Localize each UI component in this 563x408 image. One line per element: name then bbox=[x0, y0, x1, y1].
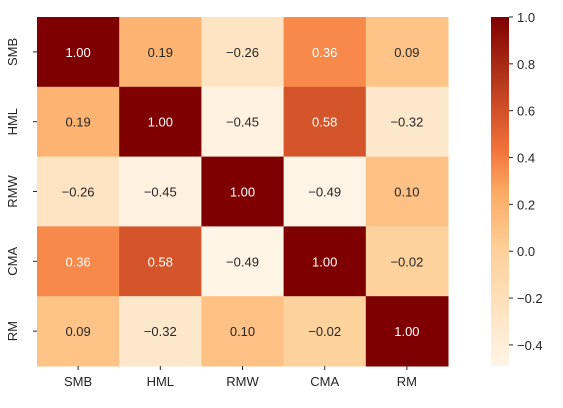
cell-label: 0.10 bbox=[230, 324, 255, 339]
x-tick-label: SMB bbox=[64, 374, 92, 389]
y-tick-label: RM bbox=[5, 321, 20, 341]
cell-label: 0.36 bbox=[65, 254, 90, 269]
cell-label: 1.00 bbox=[65, 45, 90, 60]
colorbar: 1.0 0.8 0.6 0.4 0.2 0.0 −0.2 −0.4 bbox=[491, 10, 543, 366]
heatmap-cell bbox=[201, 296, 285, 367]
cell-label: 0.09 bbox=[65, 324, 90, 339]
heatmap-cell bbox=[365, 296, 449, 367]
heatmap-cell bbox=[201, 17, 285, 88]
heatmap-cell bbox=[283, 17, 367, 88]
heatmap-cells bbox=[37, 17, 449, 367]
cell-label: 0.19 bbox=[148, 45, 173, 60]
heatmap-cell bbox=[119, 86, 202, 158]
heatmap-cell bbox=[37, 17, 120, 88]
x-axis-ticks: SMB HML RMW CMA RM bbox=[64, 366, 417, 389]
cell-label: −0.45 bbox=[144, 185, 177, 200]
cell-label: 1.00 bbox=[148, 115, 173, 130]
y-tick-label: CMA bbox=[5, 247, 20, 276]
cell-label: −0.02 bbox=[390, 254, 423, 269]
y-tick-label: HML bbox=[5, 108, 20, 135]
heatmap-cell bbox=[37, 296, 120, 367]
heatmap-cell bbox=[201, 86, 285, 158]
cell-label: 0.58 bbox=[148, 254, 173, 269]
heatmap-cell bbox=[365, 156, 449, 227]
heatmap-cell bbox=[365, 86, 449, 158]
x-tick-label: CMA bbox=[310, 374, 339, 389]
heatmap-cell bbox=[201, 226, 285, 297]
cell-label: −0.26 bbox=[62, 185, 95, 200]
x-tick-label: RMW bbox=[226, 374, 259, 389]
cell-label: −0.32 bbox=[390, 115, 423, 130]
heatmap-cell bbox=[119, 17, 202, 88]
heatmap-cell bbox=[37, 226, 120, 297]
colorbar-gradient bbox=[491, 17, 509, 366]
cell-label: 0.19 bbox=[65, 115, 90, 130]
colorbar-tick-label: −0.4 bbox=[517, 338, 543, 353]
heatmap-cell bbox=[37, 86, 120, 158]
cell-label: 1.00 bbox=[394, 324, 419, 339]
heatmap-cell bbox=[283, 226, 367, 297]
cell-label: 0.09 bbox=[394, 45, 419, 60]
colorbar-tick-label: −0.2 bbox=[517, 291, 543, 306]
colorbar-tick-label: 0.6 bbox=[517, 104, 535, 119]
colorbar-tick-label: 0.4 bbox=[517, 151, 535, 166]
heatmap-cell bbox=[119, 226, 202, 297]
heatmap-cell bbox=[283, 156, 367, 227]
cell-label: −0.02 bbox=[308, 324, 341, 339]
colorbar-tick-label: 1.0 bbox=[517, 10, 535, 25]
cell-label: −0.49 bbox=[226, 254, 259, 269]
colorbar-tick-label: 0.2 bbox=[517, 197, 535, 212]
heatmap-cell bbox=[119, 296, 202, 367]
x-tick-label: RM bbox=[397, 374, 417, 389]
cell-label: −0.26 bbox=[226, 45, 259, 60]
heatmap-cell bbox=[365, 226, 449, 297]
cell-label: −0.49 bbox=[308, 185, 341, 200]
cell-label: 1.00 bbox=[312, 254, 337, 269]
cell-label: 0.58 bbox=[312, 115, 337, 130]
cell-label: 0.10 bbox=[394, 185, 419, 200]
heatmap-cell bbox=[283, 86, 367, 158]
cell-label: 0.36 bbox=[312, 45, 337, 60]
cell-label: −0.32 bbox=[144, 324, 177, 339]
heatmap-cell-labels: 1.00 0.19 −0.26 0.36 0.09 0.19 1.00 −0.45 0.58 −0… bbox=[62, 45, 424, 339]
heatmap-cell bbox=[201, 156, 285, 227]
heatmap-cell bbox=[365, 17, 449, 88]
heatmap-cell bbox=[283, 296, 367, 367]
cell-label: 1.00 bbox=[230, 185, 255, 200]
colorbar-tick-label: 0.8 bbox=[517, 57, 535, 72]
colorbar-tick-label: 0.0 bbox=[517, 244, 535, 259]
cell-label: −0.45 bbox=[226, 115, 259, 130]
y-axis-ticks: SMB HML RMW CMA RM bbox=[5, 38, 37, 341]
y-tick-label: SMB bbox=[5, 38, 20, 66]
heatmap-cell bbox=[37, 156, 120, 227]
heatmap-cell bbox=[119, 156, 202, 227]
y-tick-label: RMW bbox=[5, 175, 20, 208]
x-tick-label: HML bbox=[147, 374, 174, 389]
